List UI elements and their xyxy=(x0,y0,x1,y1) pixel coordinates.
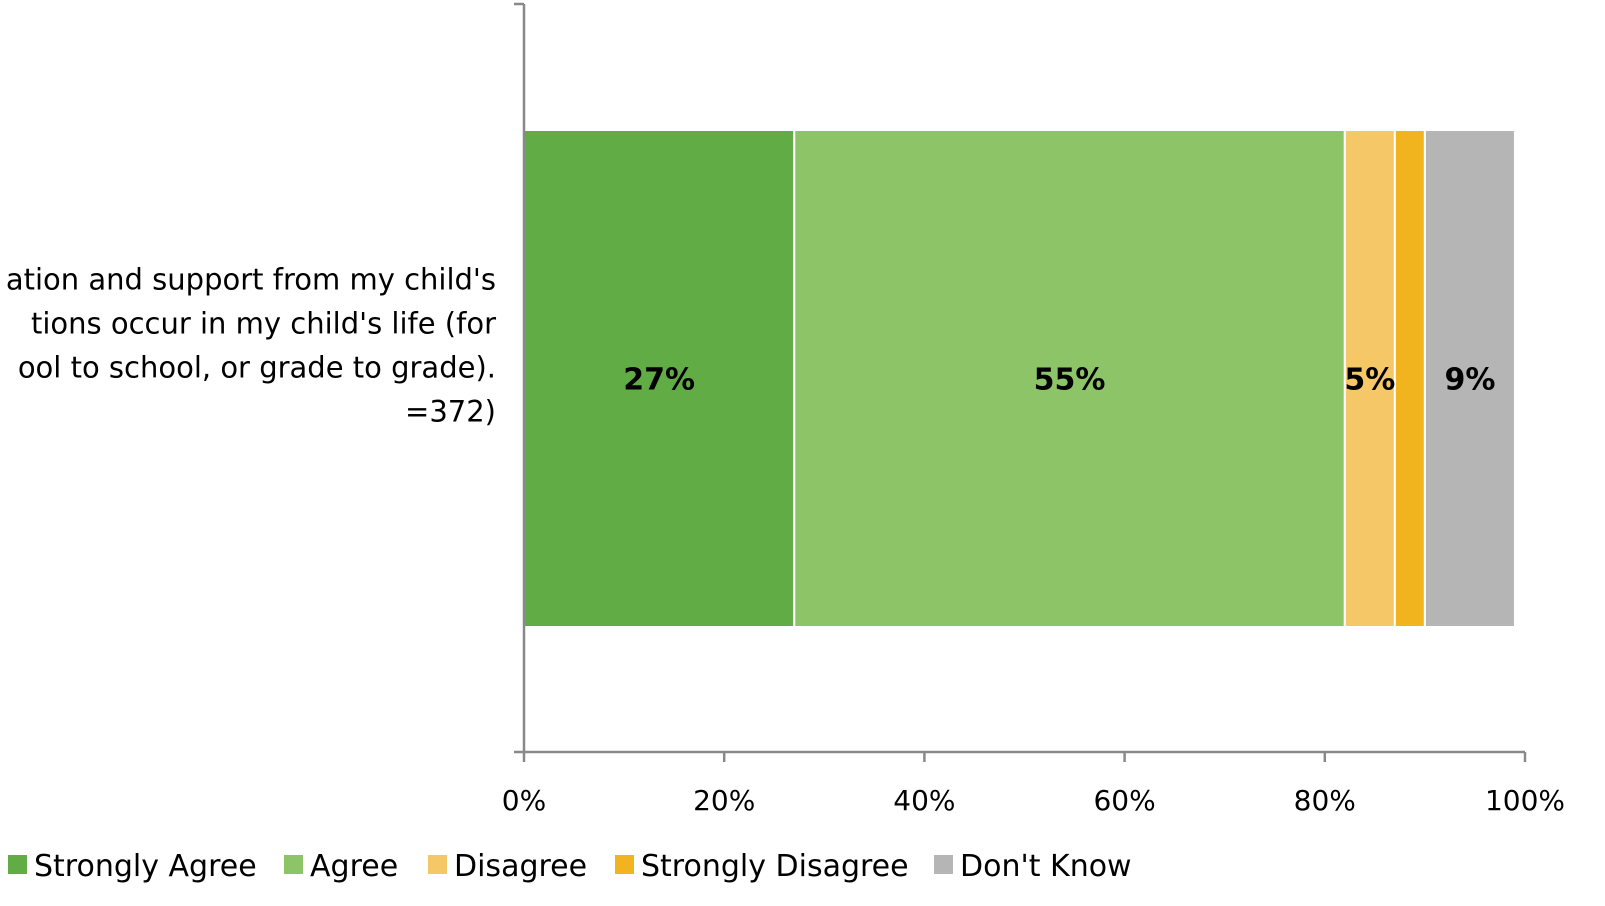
category-labels: ation and support from my child's tions o… xyxy=(6,263,496,429)
legend-swatch-strongly-agree xyxy=(8,855,27,874)
data-label-disagree: 5% xyxy=(1344,363,1395,398)
legend-label-agree: Agree xyxy=(310,849,398,884)
legend-label-strongly-agree: Strongly Agree xyxy=(34,849,257,884)
x-tick-label: 80% xyxy=(1294,784,1356,817)
x-tick-label: 0% xyxy=(502,784,546,817)
category-label-line: ation and support from my child's xyxy=(6,263,496,297)
data-label-agree: 55% xyxy=(1034,363,1106,398)
x-axis-ticks: 0% 20% 40% 60% 80% 100% xyxy=(502,752,1565,817)
x-tick-label: 40% xyxy=(893,784,955,817)
x-tick-label: 20% xyxy=(693,784,755,817)
bar-segment-strongly-disagree xyxy=(1393,129,1426,628)
data-label-strongly-agree: 27% xyxy=(623,363,695,398)
bar-segment-agree xyxy=(793,129,1346,628)
legend-label-strongly-disagree: Strongly Disagree xyxy=(641,849,909,884)
legend: Strongly Agree Agree Disagree Strongly Disa… xyxy=(8,849,1132,884)
bar-segments xyxy=(523,129,1516,628)
bar-segment-disagree xyxy=(1343,129,1396,628)
legend-label-don-t-know: Don't Know xyxy=(960,849,1132,884)
bar-segment-strongly-agree xyxy=(523,129,796,628)
x-tick-label: 60% xyxy=(1093,784,1155,817)
legend-swatch-strongly-disagree xyxy=(615,855,634,874)
data-labels: 27% 55% 5% 9% xyxy=(623,363,1495,398)
legend-swatch-agree xyxy=(284,855,303,874)
axes xyxy=(514,2,1525,754)
category-label-line: =372) xyxy=(405,395,496,429)
x-tick-label: 100% xyxy=(1485,784,1565,817)
category-label-line: ool to school, or grade to grade). xyxy=(18,351,496,385)
category-label-line: tions occur in my child's life (for xyxy=(31,307,496,341)
legend-swatch-disagree xyxy=(428,855,447,874)
legend-label-disagree: Disagree xyxy=(454,849,587,884)
data-label-don-t-know: 9% xyxy=(1444,363,1495,398)
legend-swatch-don-t-know xyxy=(934,855,953,874)
bar-segment-don-t-know xyxy=(1423,129,1516,628)
